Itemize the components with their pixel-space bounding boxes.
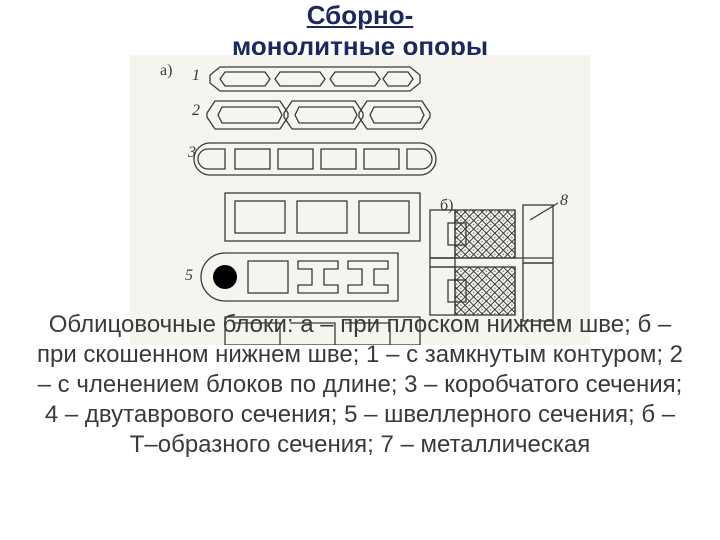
block-1-cell-2	[275, 72, 325, 86]
label-1: 1	[192, 67, 200, 84]
title-line-1: Сборно-	[307, 0, 414, 30]
block-2-seg-2	[284, 101, 363, 129]
block-2-seg-2-in	[295, 107, 357, 123]
diagram-svg: а) 1 2 3	[130, 55, 590, 345]
label-b: б)	[440, 197, 453, 214]
b-upper-concrete	[455, 210, 515, 258]
b-upper-facing-left	[430, 210, 455, 258]
block-4-outer	[225, 193, 420, 241]
block-5-end-circle	[213, 265, 237, 289]
block-4-cell-1	[235, 201, 285, 233]
block-1-outer	[210, 67, 420, 91]
block-4-cell-2	[297, 201, 347, 233]
block-1-cell-1	[220, 72, 270, 86]
block-3-cell-L	[198, 149, 225, 169]
slide: Сборно- монолитные опоры а) 1 2	[0, 0, 720, 540]
block-5-cell-1	[248, 261, 288, 293]
figure-diagram: а) 1 2 3	[130, 55, 590, 345]
b-lower-concrete	[455, 267, 515, 315]
block-3-cell-1	[235, 149, 270, 169]
block-3-cell-R	[407, 149, 432, 169]
label-2: 2	[192, 102, 200, 119]
block-3-cell-3	[321, 149, 356, 169]
block-3-outer	[194, 143, 436, 175]
figure-caption: Облицовочные блоки: а – при плоском нижн…	[30, 310, 690, 460]
block-1-cell-4	[383, 72, 413, 86]
block-1-cell-3	[330, 72, 380, 86]
block-2-seg-3-in	[370, 107, 424, 123]
label-a: а)	[160, 62, 172, 79]
block-3-cell-2	[278, 149, 313, 169]
label-5: 5	[185, 267, 193, 284]
block-5-cell-3	[348, 261, 388, 293]
block-2-seg-1-in	[218, 107, 282, 123]
label-8: 8	[560, 192, 568, 209]
b-seam-left	[430, 258, 455, 267]
block-2-seg-1	[207, 101, 288, 129]
page-title: Сборно- монолитные опоры	[0, 0, 720, 62]
b-lower-facing-left	[430, 267, 455, 315]
block-5-cell-2	[298, 261, 338, 293]
b-upper-facing-right	[523, 205, 553, 263]
block-4-cell-3	[359, 201, 409, 233]
block-3-cell-4	[364, 149, 399, 169]
